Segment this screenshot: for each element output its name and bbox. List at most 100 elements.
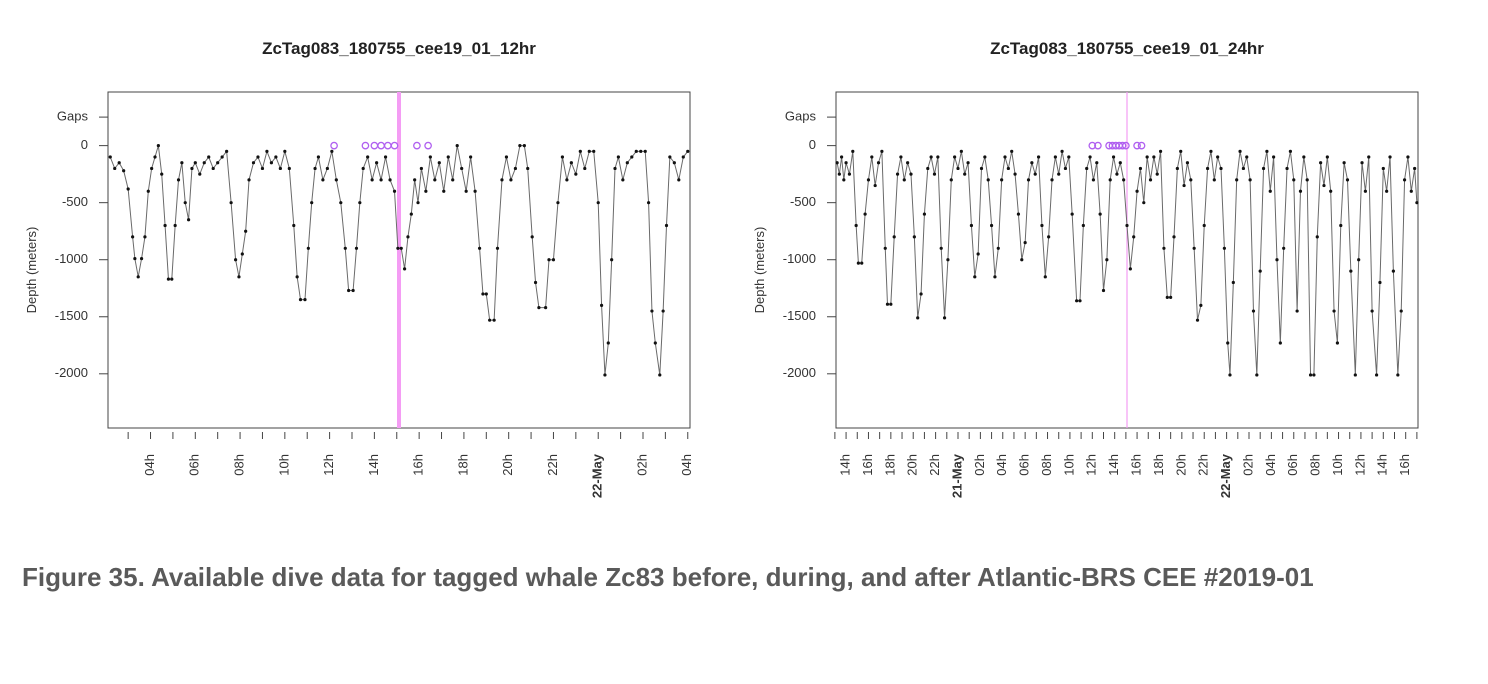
dive-point xyxy=(672,161,676,165)
dive-point xyxy=(856,261,860,265)
dive-point xyxy=(170,277,174,281)
dive-point xyxy=(1231,280,1235,285)
y-axis-label: Depth (meters) xyxy=(752,227,767,314)
dive-point xyxy=(932,172,937,176)
dive-point xyxy=(518,144,522,148)
x-tick-label: 18h xyxy=(882,454,897,476)
dive-point xyxy=(1308,373,1313,377)
dive-point xyxy=(677,178,681,182)
dive-point xyxy=(1085,166,1089,171)
dive-point xyxy=(583,166,587,171)
dive-point xyxy=(681,155,685,159)
dive-point xyxy=(1020,258,1024,262)
dive-point xyxy=(1367,155,1371,159)
dive-point xyxy=(587,149,591,153)
dive-point xyxy=(1374,373,1379,377)
dive-point xyxy=(942,316,947,320)
dive-point xyxy=(844,161,848,165)
dive-point xyxy=(522,144,526,148)
dive-point xyxy=(1275,258,1279,262)
x-tick-label: 16h xyxy=(1129,454,1144,476)
dive-point xyxy=(1258,269,1262,273)
dive-point xyxy=(1091,178,1096,182)
dive-point xyxy=(347,288,351,293)
dive-point xyxy=(492,318,496,322)
x-tick-label: 08h xyxy=(232,454,247,476)
dive-point xyxy=(484,292,488,296)
dive-point xyxy=(495,246,500,250)
y-tick-label: -2000 xyxy=(783,365,816,380)
dive-point xyxy=(1152,155,1156,159)
dive-point xyxy=(173,223,177,228)
dive-point xyxy=(1205,166,1210,171)
dive-point xyxy=(1222,246,1226,250)
dive-point xyxy=(193,161,197,165)
dive-point xyxy=(1415,201,1419,205)
x-tick-label: 04h xyxy=(142,454,157,476)
dive-point xyxy=(451,178,455,182)
dive-point xyxy=(1148,178,1153,182)
x-tick-label: 02h xyxy=(972,454,987,476)
dive-point xyxy=(186,218,191,222)
dive-point xyxy=(229,201,233,205)
dive-point xyxy=(339,201,343,205)
x-tick-label: 22h xyxy=(1196,454,1211,476)
dive-point xyxy=(1226,341,1230,345)
dive-point xyxy=(477,246,482,250)
dive-point xyxy=(870,155,874,159)
y-tick-label: Gaps xyxy=(785,109,817,124)
dive-point xyxy=(851,149,855,153)
dive-point xyxy=(537,306,541,310)
dive-point xyxy=(973,275,977,279)
dive-point xyxy=(113,166,117,171)
dive-point xyxy=(156,144,160,148)
dive-point xyxy=(1228,373,1232,377)
dive-point xyxy=(1335,341,1340,345)
dive-point xyxy=(150,166,154,171)
dive-point xyxy=(133,256,137,261)
dive-point xyxy=(260,166,265,171)
x-tick-label: 14h xyxy=(1375,454,1390,476)
x-tick-label: 08h xyxy=(1308,454,1323,476)
dive-point xyxy=(661,309,665,313)
dive-point xyxy=(996,246,1000,250)
dive-point xyxy=(1413,166,1417,171)
y-tick-label: -1000 xyxy=(783,251,816,266)
dive-point xyxy=(1305,178,1309,182)
dive-point xyxy=(1101,288,1106,293)
dive-point xyxy=(892,235,896,239)
dive-point xyxy=(895,172,900,176)
x-tick-label: 04h xyxy=(1263,454,1278,476)
dive-point xyxy=(419,166,423,171)
dive-point xyxy=(592,149,596,153)
dive-point xyxy=(1063,166,1068,171)
dive-point xyxy=(1199,303,1203,307)
gap-marker xyxy=(330,141,338,150)
dive-point xyxy=(1209,149,1213,153)
dive-point xyxy=(606,341,610,345)
dive-point xyxy=(1095,161,1099,165)
x-tick-label: 12h xyxy=(1084,454,1099,476)
dive-point xyxy=(1202,223,1206,228)
dive-point xyxy=(1189,178,1193,182)
gap-marker xyxy=(1122,141,1130,150)
dive-point xyxy=(473,189,477,193)
dive-point xyxy=(1043,275,1047,279)
dive-point xyxy=(428,155,432,159)
dive-point xyxy=(1370,309,1374,313)
dive-point xyxy=(108,155,112,159)
x-tick-label: 06h xyxy=(1285,454,1300,476)
dive-point xyxy=(946,258,950,262)
dive-point xyxy=(919,292,923,296)
dive-point xyxy=(959,149,963,153)
x-tick-label: 16h xyxy=(411,454,426,476)
dive-point xyxy=(354,246,359,250)
dive-point xyxy=(1251,309,1256,313)
dive-point xyxy=(509,178,513,182)
dive-point xyxy=(530,235,534,239)
dive-point xyxy=(866,178,871,182)
dive-point xyxy=(1402,178,1407,182)
dive-point xyxy=(986,178,990,182)
dive-point xyxy=(190,166,194,171)
